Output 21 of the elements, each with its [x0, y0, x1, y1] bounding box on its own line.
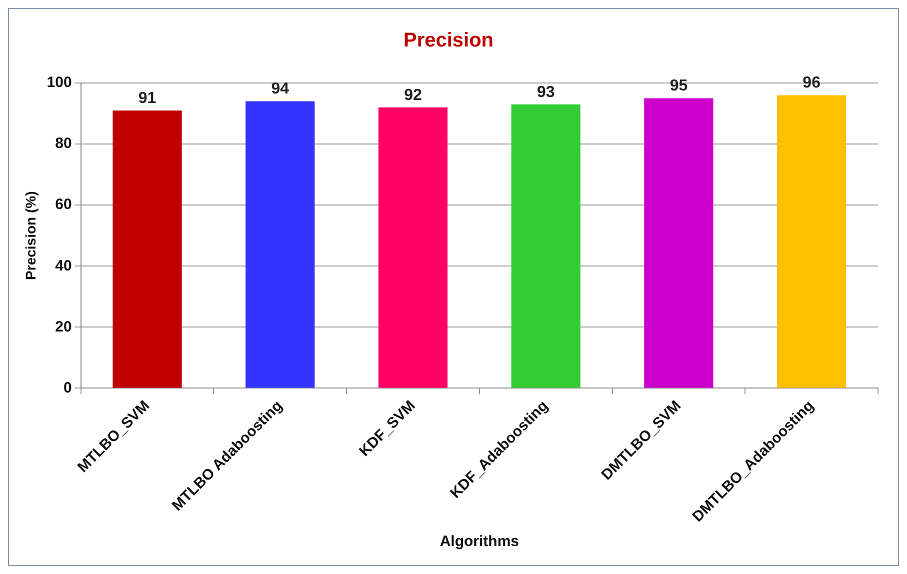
- data-label: 95: [670, 78, 688, 95]
- y-tick-label: 40: [55, 257, 72, 274]
- bar: [644, 98, 714, 388]
- data-label: 93: [536, 84, 555, 101]
- bar: [511, 104, 580, 388]
- y-tick-label: 20: [55, 318, 72, 336]
- y-tick-label: 80: [55, 135, 72, 152]
- data-label: 96: [802, 74, 821, 92]
- data-label: 92: [404, 86, 422, 104]
- bar: [777, 95, 846, 388]
- y-tick-label: 60: [55, 196, 72, 214]
- bar: [378, 107, 448, 388]
- data-label: 94: [271, 80, 290, 98]
- chart-title: Precision: [403, 30, 494, 52]
- bar: [112, 110, 182, 388]
- x-axis-title: Algorithms: [440, 533, 519, 550]
- y-tick-label: 100: [46, 74, 72, 92]
- bar: [246, 101, 315, 388]
- y-tick-label: 0: [63, 379, 72, 396]
- y-axis-title: Precision (%): [22, 191, 38, 280]
- data-label: 91: [138, 90, 156, 107]
